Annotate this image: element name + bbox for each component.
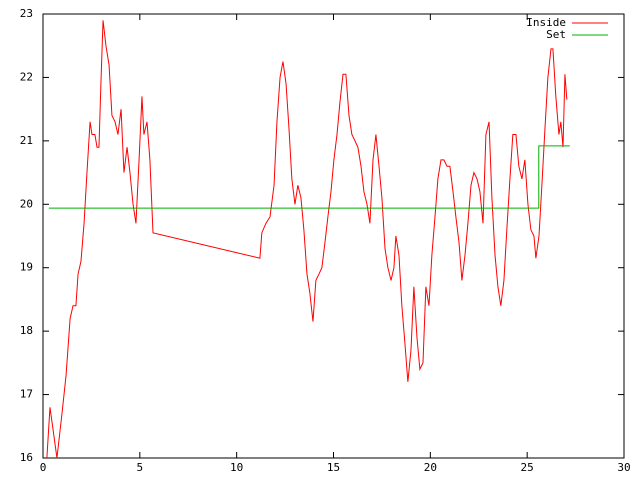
legend-label: Inside	[526, 16, 566, 29]
y-tick-label: 19	[20, 261, 33, 274]
series-line	[46, 20, 568, 459]
x-tick-label: 30	[617, 461, 630, 474]
x-tick-label: 25	[521, 461, 534, 474]
x-tick-label: 10	[230, 461, 243, 474]
legend-label: Set	[546, 28, 566, 41]
plot-border	[42, 13, 625, 459]
x-tick-label: 0	[40, 461, 47, 474]
x-tick-label: 5	[137, 461, 144, 474]
x-tick-label: 20	[424, 461, 437, 474]
y-tick-label: 20	[20, 197, 33, 210]
y-tick-label: 16	[20, 451, 33, 464]
y-tick-label: 22	[20, 70, 33, 83]
y-tick-label: 17	[20, 388, 33, 401]
x-tick-label: 15	[327, 461, 340, 474]
y-tick-label: 23	[20, 7, 33, 20]
y-tick-label: 21	[20, 134, 33, 147]
y-tick-label: 18	[20, 324, 33, 337]
series-line	[48, 145, 570, 209]
